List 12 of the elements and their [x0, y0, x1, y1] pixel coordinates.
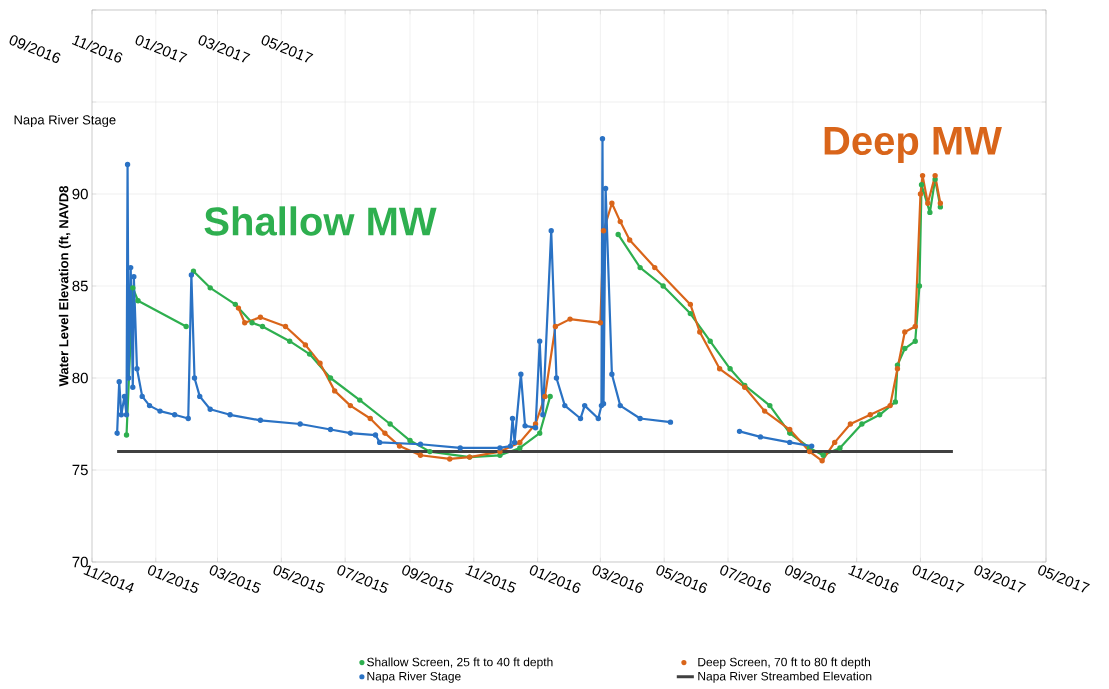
legend-label: Napa River Streambed Elevation — [698, 671, 872, 683]
annotation: Shallow MW — [204, 206, 437, 236]
y-axis-title: Water Level Elevation (ft, NAVD8 — [58, 185, 71, 387]
y-tick-label: 90 — [72, 188, 88, 200]
legend-label: Napa River Stage — [367, 671, 461, 683]
annotation: Deep MW — [824, 127, 1002, 163]
annotation: Napa River Stage — [14, 114, 116, 128]
y-tick-label: 80 — [72, 372, 88, 384]
legend-label: Shallow Screen, 25 ft to 40 ft depth — [367, 657, 553, 669]
y-tick-label: 85 — [72, 280, 88, 292]
legend-label: Deep Screen, 70 ft to 80 ft depth — [698, 657, 870, 669]
y-tick-label: 75 — [72, 464, 88, 476]
